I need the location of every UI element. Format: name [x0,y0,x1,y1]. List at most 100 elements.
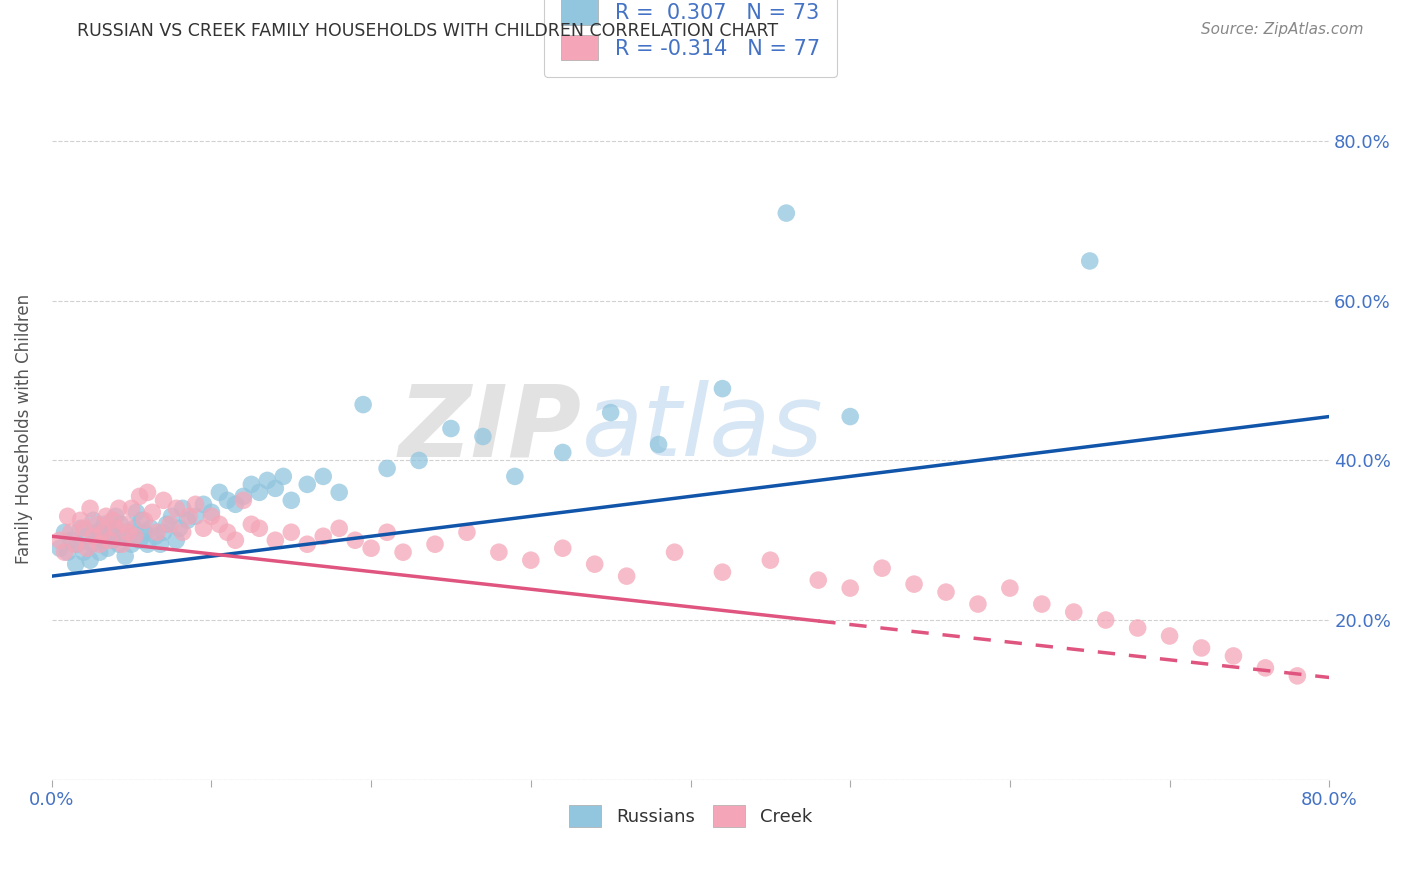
Point [129,513,152,527]
Point [271,469,294,483]
Point [208,485,231,500]
Point [1191,640,1213,655]
Point [177,509,200,524]
Point [104,521,127,535]
Point [423,537,446,551]
Point [112,529,135,543]
Point [172,501,194,516]
Point [108,501,131,516]
Point [65,537,87,551]
Point [101,513,124,527]
Point [79,553,101,567]
Point [184,509,207,524]
Point [1222,648,1244,663]
Point [111,537,134,551]
Point [312,529,335,543]
Point [232,489,254,503]
Point [711,565,734,579]
Point [488,545,510,559]
Point [264,533,287,548]
Point [53,525,76,540]
Point [66,537,89,551]
Point [124,521,146,535]
Point [456,525,478,540]
Point [297,477,319,491]
Point [65,557,87,571]
Point [200,509,222,524]
Point [184,497,207,511]
Point [1063,605,1085,619]
Point [935,585,957,599]
Point [217,525,239,540]
Point [121,537,143,551]
Point [117,525,139,540]
Point [240,517,263,532]
Point [328,485,350,500]
Point [232,493,254,508]
Point [240,477,263,491]
Point [125,505,148,519]
Point [193,497,215,511]
Point [247,521,270,535]
Point [104,521,127,535]
Point [967,597,990,611]
Point [870,561,893,575]
Point [89,537,111,551]
Point [53,545,76,559]
Point [1254,661,1277,675]
Point [224,497,246,511]
Point [360,541,382,556]
Point [145,529,167,543]
Point [56,509,79,524]
Legend: Russians, Creek: Russians, Creek [562,797,820,834]
Point [94,509,117,524]
Point [247,485,270,500]
Point [110,517,132,532]
Point [124,529,146,543]
Point [264,482,287,496]
Point [141,505,163,519]
Point [344,533,367,548]
Point [108,537,131,551]
Point [159,517,181,532]
Point [136,485,159,500]
Point [280,525,302,540]
Point [903,577,925,591]
Point [152,493,174,508]
Point [839,409,862,424]
Point [200,505,222,519]
Point [599,406,621,420]
Point [82,513,104,527]
Point [998,581,1021,595]
Point [76,541,98,556]
Point [520,553,543,567]
Point [1094,613,1116,627]
Point [224,533,246,548]
Text: ZIP: ZIP [399,380,582,477]
Point [114,549,136,564]
Point [759,553,782,567]
Point [146,525,169,540]
Point [297,537,319,551]
Point [139,521,162,535]
Point [440,421,463,435]
Point [86,517,108,532]
Point [647,437,669,451]
Point [165,533,187,548]
Point [98,525,121,540]
Point [93,517,115,532]
Point [165,501,187,516]
Point [375,461,398,475]
Point [1286,669,1309,683]
Point [551,541,574,556]
Point [104,509,127,524]
Point [59,525,82,540]
Point [839,581,862,595]
Point [217,493,239,508]
Point [56,545,79,559]
Text: atlas: atlas [582,380,824,477]
Point [69,513,91,527]
Point [328,521,350,535]
Point [59,533,82,548]
Point [208,517,231,532]
